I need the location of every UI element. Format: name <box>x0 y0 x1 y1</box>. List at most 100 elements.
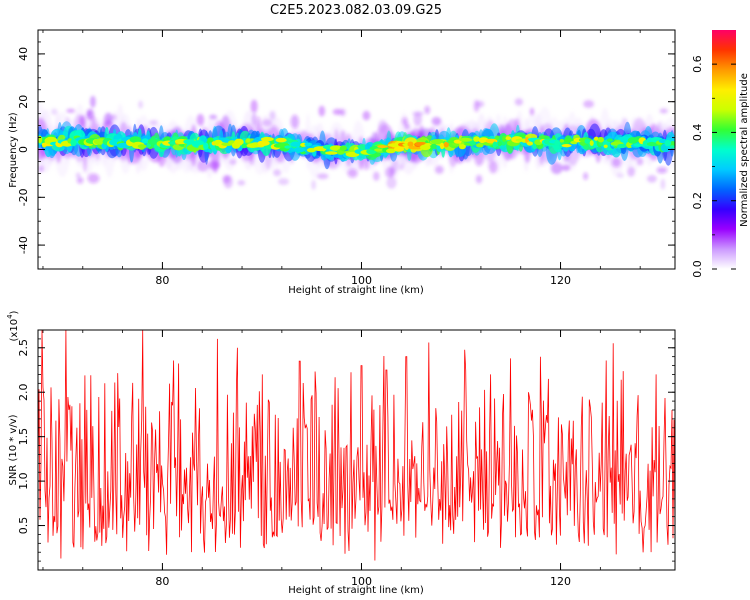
heatmap-cell <box>473 136 480 142</box>
heatmap-cell <box>129 136 142 143</box>
heatmap-cell <box>137 144 147 149</box>
heatmap-cell <box>378 119 388 134</box>
y-tick-label: 40 <box>17 47 30 61</box>
heatmap-cell <box>611 157 622 168</box>
heatmap-cell <box>339 145 347 152</box>
heatmap-cell <box>669 145 675 149</box>
heatmap-cell <box>311 179 316 190</box>
heatmap-cell <box>347 168 358 178</box>
colorbar-tick-label: 0.6 <box>691 55 704 73</box>
heatmap-cell <box>237 180 246 186</box>
heatmap-cell <box>584 138 591 144</box>
heatmap-cell <box>492 141 498 149</box>
heatmap-cell <box>594 136 599 141</box>
y-tick-label: -40 <box>17 236 30 254</box>
heatmap-cell <box>476 143 484 148</box>
y-tick-label: 0.5 <box>17 517 30 535</box>
y-tick-label: -20 <box>17 188 30 206</box>
heatmap-cell <box>617 143 627 149</box>
heatmap-cell <box>583 172 588 180</box>
snr-plot-area <box>38 330 675 570</box>
heatmap-cell <box>223 175 233 189</box>
heatmap-cell <box>65 116 71 128</box>
heatmap-cell <box>502 135 507 142</box>
heatmap-cell <box>622 118 628 129</box>
heatmap-cell <box>76 177 84 184</box>
heatmap-cell <box>583 100 595 108</box>
heatmap-cell <box>431 116 441 126</box>
heatmap-cell <box>250 99 258 114</box>
snr-y-axis-label: SNR (10 * v/v) <box>8 414 19 485</box>
x-tick-label: 80 <box>155 274 169 287</box>
heatmap-cell <box>656 166 668 174</box>
heatmap-cell <box>627 166 635 177</box>
heatmap-cell <box>434 165 444 174</box>
heatmap-cell <box>616 173 625 178</box>
heatmap-cell <box>589 140 594 146</box>
heatmap-cell <box>51 108 58 115</box>
heatmap-cell <box>386 148 396 154</box>
heatmap-cell <box>627 137 639 144</box>
heatmap-cell <box>646 175 657 183</box>
heatmap-cell <box>497 141 502 147</box>
colorbar-ticks: 0.0 0.2 0.4 0.6 <box>691 55 736 278</box>
snr-multiplier-exp: 4 <box>6 314 14 319</box>
snr-series-line <box>38 330 675 561</box>
heatmap-cell <box>275 137 287 143</box>
heatmap-cell <box>412 111 425 117</box>
heatmap-cell <box>526 141 534 146</box>
heatmap-cell <box>489 160 498 174</box>
heatmap-cell <box>196 113 205 126</box>
heatmap-cell <box>104 112 113 126</box>
heatmap-cell <box>439 142 445 150</box>
heatmap-cell <box>660 178 666 190</box>
heatmap-cell <box>373 171 380 181</box>
heatmap-cell <box>636 158 644 166</box>
heatmap-cell <box>257 140 270 146</box>
snr-x-axis-label: Height of straight line (km) <box>288 585 424 596</box>
snr-x-ticks: 80 100 120 <box>42 330 641 588</box>
heatmap-cell <box>475 174 483 184</box>
heatmap-cell <box>399 163 404 170</box>
heatmap-cell <box>597 136 605 143</box>
colorbar-tick-label: 0.2 <box>691 192 704 210</box>
heatmap-cell <box>514 98 524 106</box>
spectrogram-x-axis-label: Height of straight line (km) <box>288 285 424 296</box>
spectrogram-y-ticks: -40 -20 0 20 40 <box>17 29 675 270</box>
heatmap-cell <box>260 137 274 142</box>
heatmap-cell <box>316 173 329 180</box>
spectrogram-y-axis-label: Frequency (Hz) <box>8 112 19 188</box>
x-tick-label: 120 <box>550 274 571 287</box>
heatmap-cell <box>603 144 608 148</box>
spectrogram-x-ticks: 80 100 120 <box>42 30 641 287</box>
heatmap-cell <box>386 176 397 189</box>
heatmap-cell <box>325 151 338 155</box>
heatmap-cell <box>318 105 326 117</box>
heatmap-cell <box>304 142 313 147</box>
heatmap-cell <box>269 110 276 121</box>
heatmap-cell <box>374 148 383 152</box>
x-tick-label: 120 <box>550 575 571 588</box>
heatmap-cell <box>207 137 214 143</box>
heatmap-cell <box>141 138 149 144</box>
heatmap-cell <box>138 100 143 109</box>
colorbar-tick-label: 0.4 <box>691 124 704 142</box>
heatmap-cell <box>284 145 292 149</box>
colorbar: 0.0 0.2 0.4 0.6 Normalized spectral amplitu… <box>691 30 750 278</box>
heatmap-cell <box>561 164 571 171</box>
heatmap-cell <box>561 144 572 148</box>
heatmap-cell <box>403 123 410 130</box>
heatmap-cell <box>529 107 535 116</box>
heatmap-cell <box>664 139 672 147</box>
heatmap-cell <box>362 110 371 121</box>
heatmap-cell <box>75 172 81 179</box>
heatmap-cell <box>407 141 414 147</box>
snr-y-ticks: 0.5 1.0 1.5 2.0 2.5 <box>17 338 675 571</box>
heatmap-cell <box>332 108 343 115</box>
heatmap-cell <box>66 108 76 113</box>
y-tick-label: 1.5 <box>17 428 30 446</box>
y-tick-label: 2.0 <box>17 383 30 401</box>
heatmap-cell <box>148 120 158 126</box>
heatmap-cell <box>290 114 299 129</box>
